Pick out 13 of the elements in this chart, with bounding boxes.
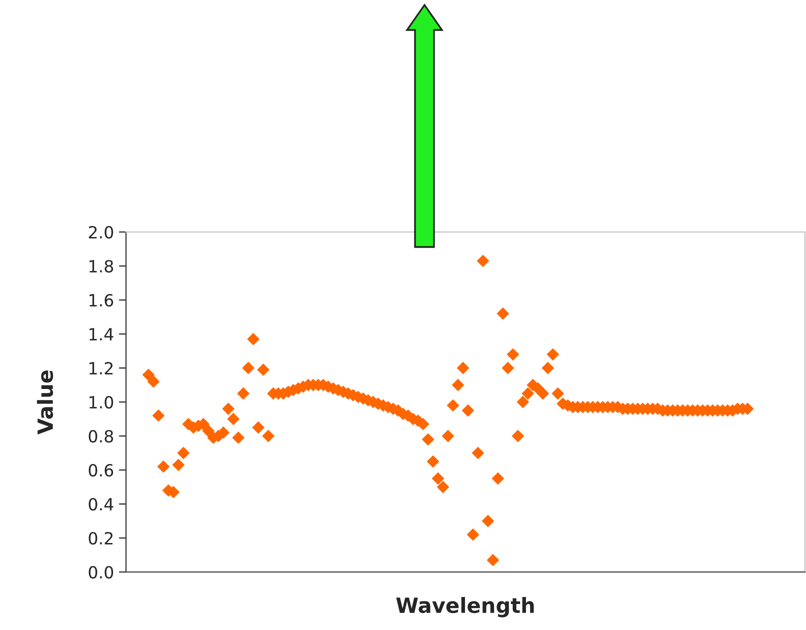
y-tick-label: 1.2 [90, 362, 113, 374]
y-tick-label: 1.6 [90, 294, 114, 307]
y-tick-label: 0.2 [88, 532, 113, 545]
y-tick-label: 1.8 [90, 260, 114, 273]
x-axis-title: Wavelength [396, 597, 534, 618]
y-tick-label: 2.0 [88, 226, 114, 239]
y-tick-label: 0.6 [88, 464, 114, 477]
y-tick-label: 0.8 [88, 430, 114, 443]
y-tick-label: 0.4 [88, 498, 114, 511]
y-axis-title: Value [36, 370, 54, 434]
y-tick-label: 1.4 [90, 328, 114, 340]
y-tick-label: 1.0 [90, 396, 114, 409]
y-tick-label: 0.0 [88, 566, 114, 579]
